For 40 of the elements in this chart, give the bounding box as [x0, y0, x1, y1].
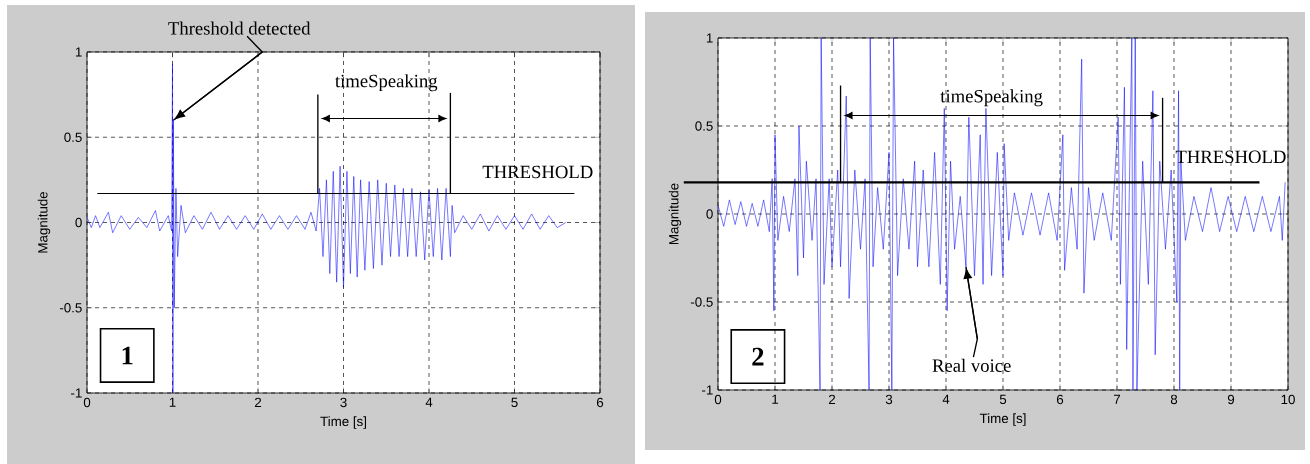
annotation: 1	[122, 346, 133, 365]
y-tick-label: 1	[706, 33, 713, 43]
x-tick-label: 6	[596, 397, 604, 408]
y-axis-title: Magnitude	[37, 191, 51, 253]
x-tick-label: 0	[714, 394, 722, 405]
annotation: Real voice	[932, 358, 1011, 372]
x-tick-label: 5	[999, 394, 1007, 404]
x-tick-label: 1	[169, 397, 176, 407]
x-tick-label: 4	[942, 394, 950, 404]
y-tick-label: 0.5	[695, 121, 713, 131]
y-axis-title: Magnitude	[668, 183, 682, 245]
x-tick-label: 7	[1113, 394, 1121, 404]
x-tick-label: 4	[425, 397, 433, 407]
y-tick-label: -1	[71, 388, 82, 398]
y-tick-label: 1	[75, 47, 82, 57]
annotation: timeSpeaking	[940, 89, 1043, 107]
x-tick-label: 3	[885, 394, 893, 405]
y-tick-label: -0.5	[690, 297, 713, 307]
x-axis-title: Time [s]	[320, 416, 367, 429]
x-tick-label: 6	[1056, 394, 1064, 405]
annotation: 2	[752, 347, 764, 366]
annotation: Threshold detected	[168, 21, 311, 35]
y-tick-label: 0	[706, 209, 713, 219]
x-tick-label: 0	[83, 397, 91, 408]
y-tick-label: -0.5	[59, 303, 82, 313]
y-tick-label: 0	[75, 217, 82, 228]
ref-line-label: THRESHOLD	[1175, 150, 1286, 164]
x-tick-label: 3	[340, 397, 347, 408]
x-tick-label: 10	[1281, 394, 1295, 405]
x-tick-label: 8	[1170, 394, 1178, 405]
y-tick-label: -1	[702, 385, 713, 395]
annotation: timeSpeaking	[335, 74, 438, 92]
ref-line-label: THRESHOLD	[482, 165, 593, 179]
x-tick-label: 5	[511, 397, 518, 407]
x-tick-label: 2	[254, 397, 262, 408]
x-tick-label: 2	[828, 394, 836, 405]
y-tick-label: 0.5	[64, 132, 82, 142]
x-tick-label: 9	[1227, 394, 1235, 405]
x-tick-label: 1	[772, 394, 779, 404]
x-axis-title: Time [s]	[979, 413, 1026, 426]
